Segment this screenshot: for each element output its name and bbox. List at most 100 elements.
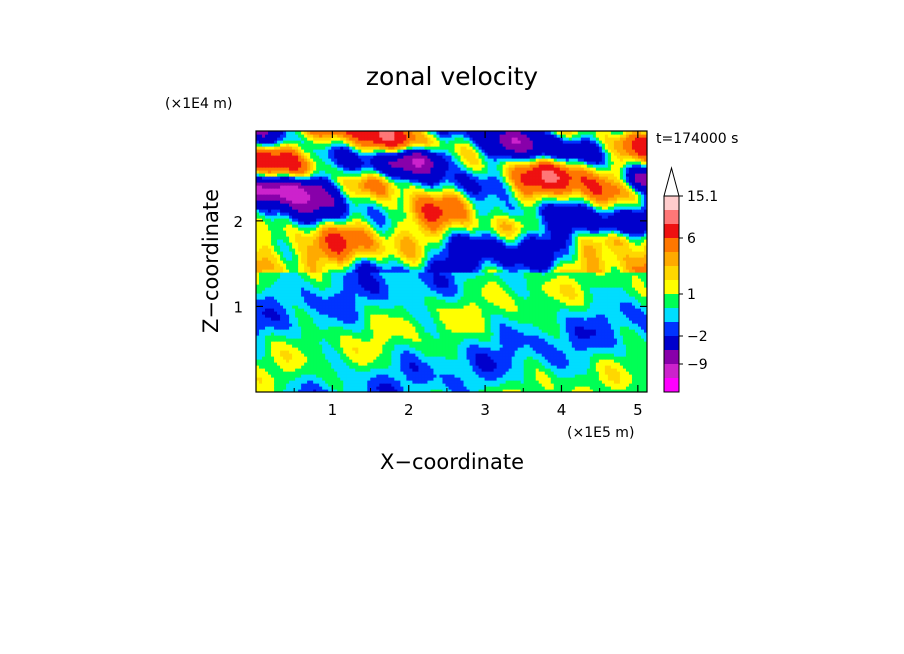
contour-cell (622, 377, 627, 381)
contour-cell (598, 341, 603, 345)
contour-cell (475, 344, 480, 348)
contour-cell (520, 383, 525, 387)
contour-cell (355, 365, 359, 369)
contour-cell (337, 329, 341, 333)
contour-cell (283, 386, 287, 390)
contour-cell (301, 302, 305, 306)
contour-cell (406, 377, 410, 381)
contour-cell (493, 368, 498, 372)
contour-cell (289, 341, 293, 345)
contour-cell (487, 314, 492, 318)
contour-cell (619, 347, 624, 351)
contour-cell (382, 368, 386, 372)
contour-cell (259, 278, 263, 282)
contour-cell (634, 347, 639, 351)
contour-cell (553, 296, 558, 300)
contour-cell (571, 320, 576, 324)
contour-cell (622, 287, 627, 291)
contour-cell (580, 386, 585, 390)
contour-cell (451, 305, 456, 309)
contour-cell (448, 353, 453, 357)
contour-cell (550, 359, 555, 363)
contour-cell (424, 350, 429, 354)
contour-cell (637, 299, 642, 303)
contour-cell (367, 314, 371, 318)
contour-cell (346, 287, 350, 291)
contour-cell (559, 368, 564, 372)
contour-cell (391, 296, 395, 300)
contour-cell (610, 347, 615, 351)
contour-cell (463, 359, 468, 363)
contour-cell (259, 308, 263, 312)
contour-cell (460, 380, 465, 384)
contour-cell (523, 320, 528, 324)
contour-cell (319, 380, 323, 384)
contour-cell (262, 365, 266, 369)
contour-cell (268, 353, 272, 357)
contour-cell (508, 332, 513, 336)
contour-cell (637, 359, 642, 363)
contour-cell (520, 293, 525, 297)
contour-cell (547, 293, 552, 297)
contour-cell (511, 368, 516, 372)
contour-cell (574, 278, 579, 282)
contour-cell (535, 326, 540, 330)
contour-cell (490, 371, 495, 375)
contour-cell (355, 353, 359, 357)
contour-cell (343, 332, 347, 336)
contour-cell (337, 308, 341, 312)
contour-cell (580, 287, 585, 291)
contour-cell (364, 338, 368, 342)
contour-cell (580, 362, 585, 366)
contour-cell (421, 329, 426, 333)
contour-cell (538, 308, 543, 312)
contour-cell (604, 281, 609, 285)
contour-cell (583, 389, 588, 392)
contour-cell (610, 365, 615, 369)
contour-cell (322, 350, 326, 354)
contour-cell (442, 371, 447, 375)
contour-cell (373, 287, 377, 291)
contour-cell (358, 314, 362, 318)
contour-cell (463, 332, 468, 336)
contour-cell (439, 356, 444, 360)
contour-cell (259, 329, 263, 333)
contour-cell (328, 341, 332, 345)
contour-cell (295, 338, 299, 342)
contour-cell (433, 305, 438, 309)
contour-cell (514, 365, 519, 369)
contour-cell (301, 305, 305, 309)
contour-cell (334, 320, 338, 324)
contour-cell (448, 305, 453, 309)
contour-cell (469, 368, 474, 372)
contour-cell (622, 332, 627, 336)
contour-cell (379, 329, 383, 333)
contour-cell (268, 365, 272, 369)
contour-cell (640, 287, 645, 291)
contour-cell (604, 389, 609, 392)
contour-cell (331, 314, 335, 318)
contour-cell (349, 365, 353, 369)
contour-cell (313, 359, 317, 363)
contour-cell (442, 326, 447, 330)
contour-cell (553, 362, 558, 366)
contour-cell (307, 299, 311, 303)
contour-cell (301, 329, 305, 333)
contour-cell (460, 299, 465, 303)
contour-cell (391, 284, 395, 288)
contour-cell (370, 305, 374, 309)
contour-cell (547, 359, 552, 363)
contour-cell (373, 374, 377, 378)
contour-cell (394, 293, 398, 297)
contour-cell (445, 320, 450, 324)
contour-cell (481, 329, 486, 333)
contour-cell (598, 350, 603, 354)
contour-cell (634, 368, 639, 372)
contour-cell (547, 290, 552, 294)
contour-cell (331, 368, 335, 372)
contour-cell (493, 284, 498, 288)
contour-cell (490, 374, 495, 378)
contour-cell (526, 359, 531, 363)
contour-cell (358, 302, 362, 306)
contour-cell (574, 356, 579, 360)
